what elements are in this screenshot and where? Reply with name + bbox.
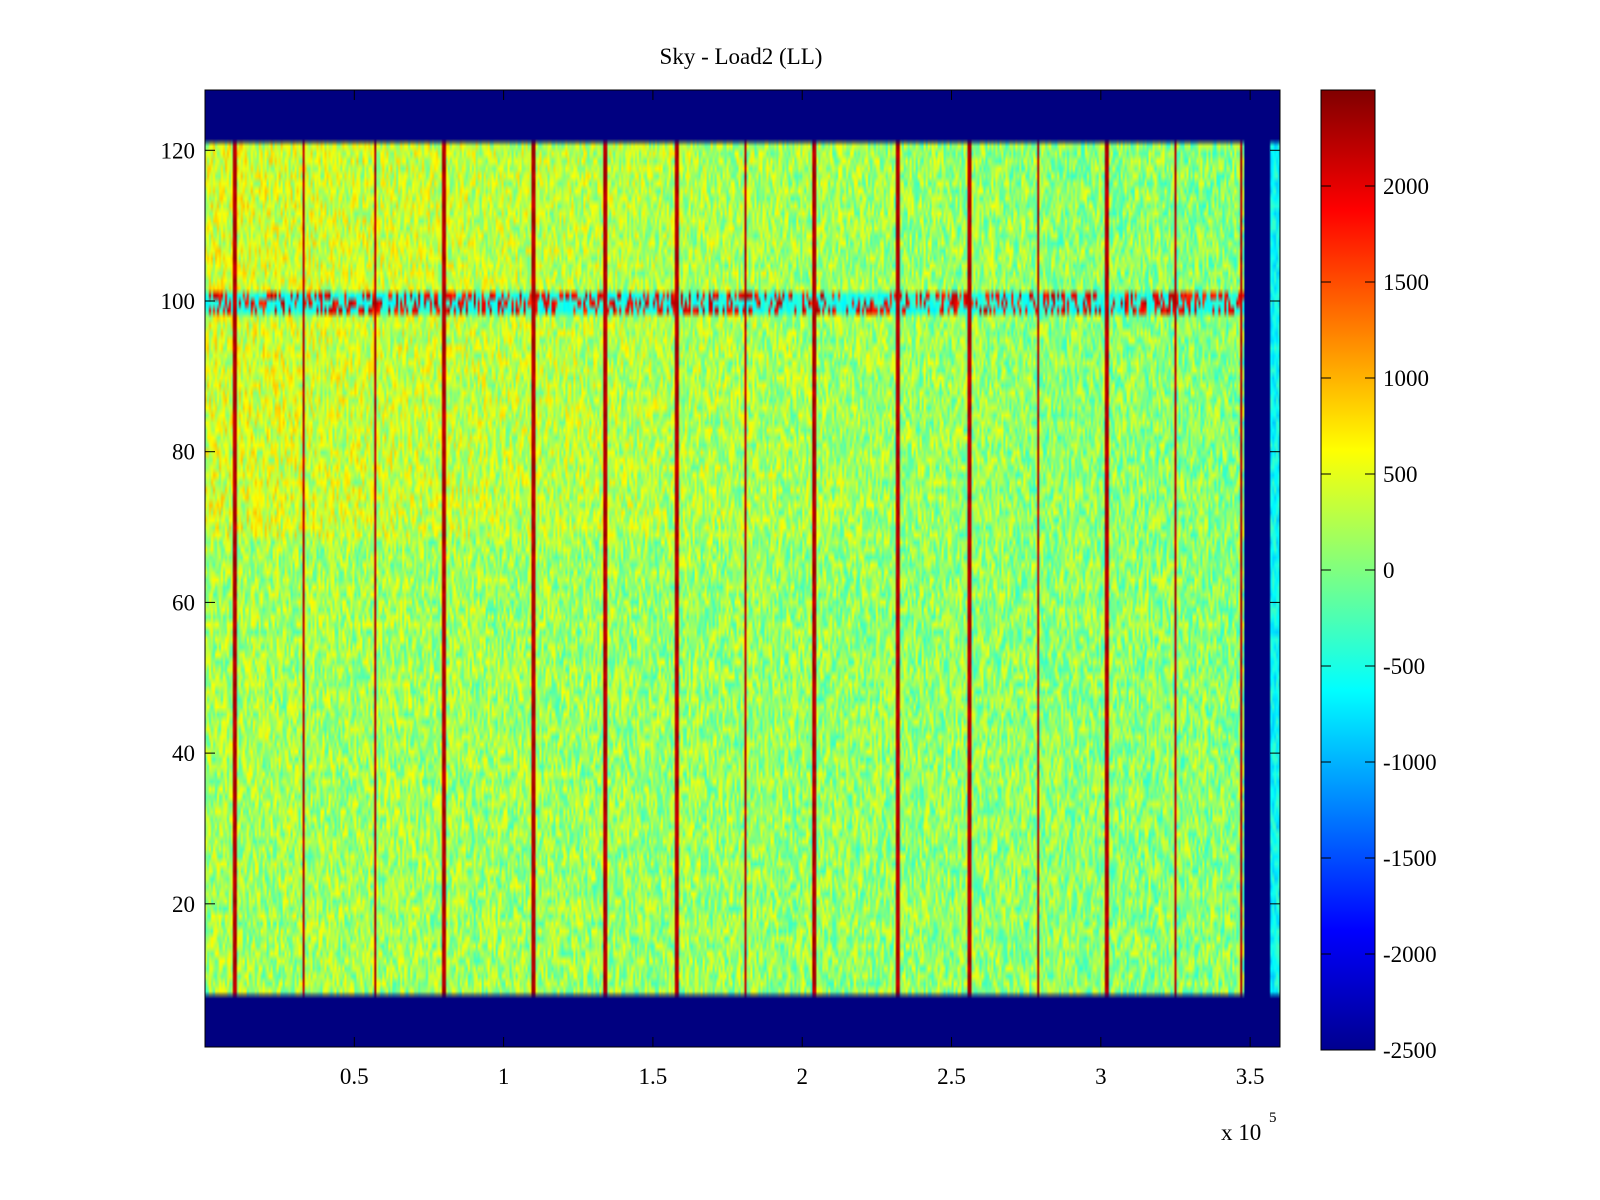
x-tick-label-5: 3: [1095, 1064, 1107, 1089]
y-tick-label-4: 100: [161, 289, 196, 314]
y-axis-ticks: 20 40 60 80 100 120: [161, 138, 1280, 917]
x-multiplier-label: x 10 5: [1221, 1110, 1277, 1145]
colorbar-tick-label-2: 1000: [1383, 366, 1429, 391]
colorbar-tick-label-3: 500: [1383, 462, 1418, 487]
x-multiplier-exponent: 5: [1269, 1110, 1277, 1126]
x-multiplier-base: x 10: [1221, 1120, 1261, 1145]
heatmap-image: [205, 90, 1280, 1047]
x-axis-ticks: 0.5 1 1.5 2 2.5 3 3.5: [340, 90, 1265, 1089]
plot-area: 0.5 1 1.5 2 2.5 3 3.5 20 40 60 80 100 120: [161, 89, 1281, 1089]
colorbar-tick-label-1: 1500: [1383, 270, 1429, 295]
y-tick-label-1: 40: [172, 741, 195, 766]
colorbar-tick-label-4: 0: [1383, 558, 1395, 583]
colorbar-tick-label-8: -2000: [1383, 942, 1437, 967]
y-tick-label-0: 20: [172, 892, 195, 917]
colorbar-tick-label-0: 2000: [1383, 174, 1429, 199]
x-tick-label-2: 1.5: [639, 1064, 668, 1089]
chart-title: Sky - Load2 (LL): [660, 44, 823, 69]
x-tick-label-3: 2: [796, 1064, 808, 1089]
x-tick-label-6: 3.5: [1236, 1064, 1265, 1089]
colorbar-tick-label-7: -1500: [1383, 846, 1437, 871]
y-tick-label-2: 60: [172, 590, 195, 615]
y-tick-label-5: 120: [161, 138, 196, 163]
colorbar-tick-label-9: -2500: [1383, 1038, 1437, 1063]
plot-frame: [204, 89, 1281, 1048]
colorbar: 2000 1500 1000 500 0 -500 -1000 -1500 -2000 -2500: [1320, 89, 1437, 1063]
colorbar-tick-label-6: -1000: [1383, 750, 1437, 775]
x-tick-label-1: 1: [498, 1064, 510, 1089]
x-tick-label-0: 0.5: [340, 1064, 369, 1089]
colorbar-tick-label-5: -500: [1383, 654, 1425, 679]
colorbar-ticks: 2000 1500 1000 500 0 -500 -1000 -1500 -2000 -2500: [1321, 174, 1437, 1063]
y-tick-label-3: 80: [172, 440, 195, 465]
x-tick-label-4: 2.5: [937, 1064, 966, 1089]
